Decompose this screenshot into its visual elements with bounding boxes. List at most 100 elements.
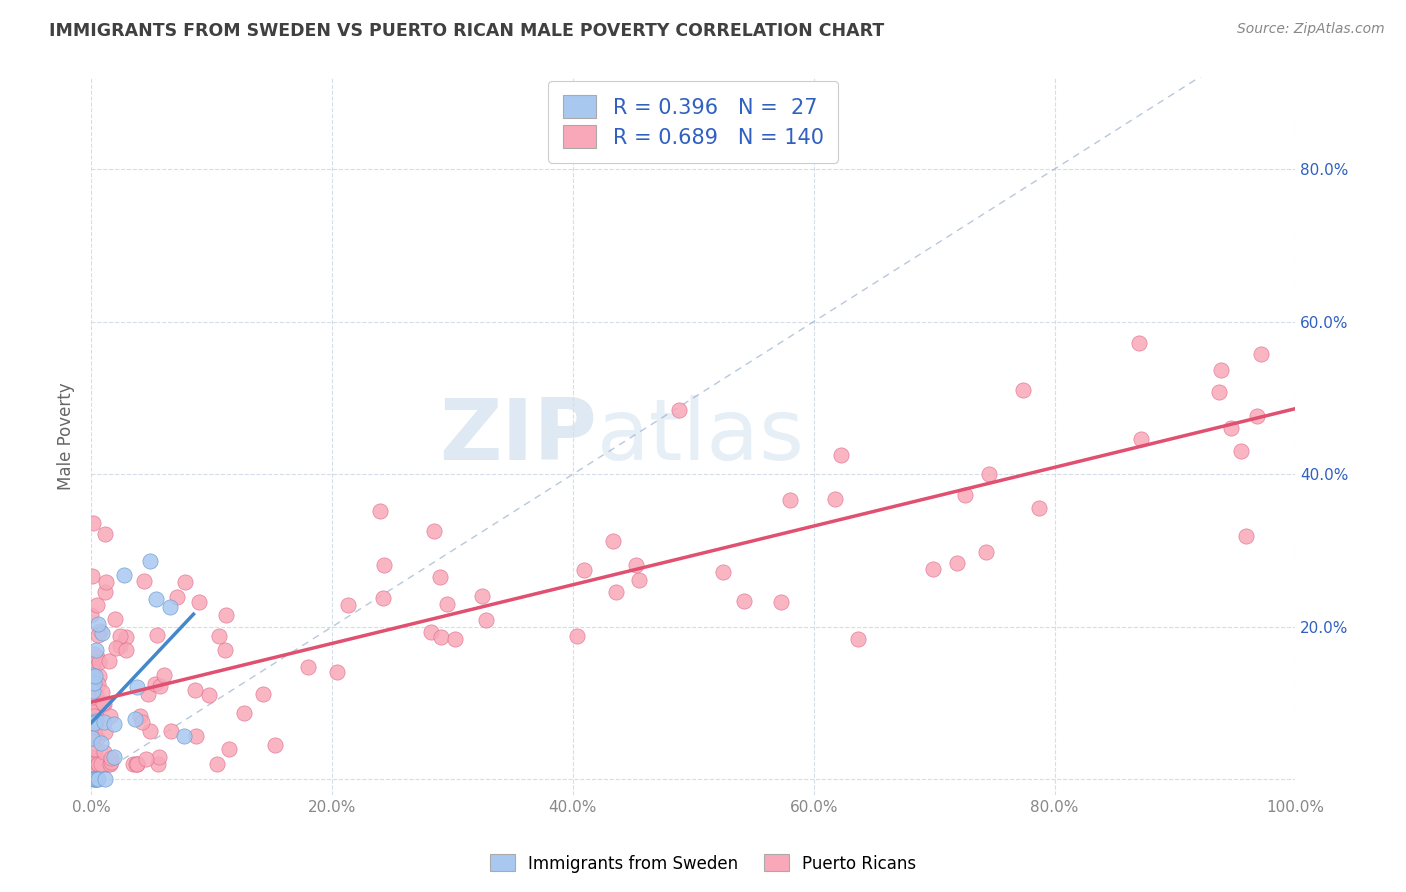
Point: [711, 565, 734, 579]
Point: [263, 738, 285, 752]
Point: [83, 714, 105, 729]
Point: [371, 591, 394, 606]
Point: [93, 757, 115, 772]
Text: IMMIGRANTS FROM SWEDEN VS PUERTO RICAN MALE POVERTY CORRELATION CHART: IMMIGRANTS FROM SWEDEN VS PUERTO RICAN M…: [49, 22, 884, 40]
Point: [1230, 443, 1253, 458]
Point: [94, 772, 117, 787]
Point: [146, 757, 169, 772]
Point: [83, 724, 105, 739]
Point: [214, 643, 236, 657]
Point: [115, 630, 138, 644]
Point: [1220, 421, 1243, 435]
Point: [139, 724, 162, 739]
Point: [572, 563, 595, 577]
Point: [1208, 384, 1230, 399]
Point: [83, 709, 105, 723]
Point: [104, 641, 127, 656]
Point: [87, 757, 110, 772]
Point: [97, 757, 120, 772]
Point: [97, 654, 120, 668]
Point: [89, 624, 111, 638]
Point: [208, 629, 231, 643]
Point: [82, 568, 104, 582]
Point: [1234, 529, 1257, 543]
Point: [974, 545, 997, 559]
Point: [1250, 347, 1272, 361]
Point: [84, 714, 107, 728]
Point: [84, 772, 107, 787]
Point: [423, 524, 446, 538]
Point: [80, 731, 103, 745]
Point: [82, 657, 104, 671]
Point: [733, 593, 755, 607]
Point: [1130, 432, 1153, 446]
Point: [198, 688, 221, 702]
Y-axis label: Male Poverty: Male Poverty: [58, 383, 75, 490]
Point: [83, 772, 105, 787]
Point: [86, 598, 108, 612]
Point: [80, 755, 103, 769]
Point: [80, 749, 103, 764]
Point: [628, 573, 651, 587]
Point: [98, 757, 121, 772]
Point: [83, 716, 105, 731]
Point: [91, 625, 114, 640]
Point: [98, 709, 121, 723]
Point: [770, 594, 793, 608]
Point: [86, 617, 108, 632]
Point: [82, 706, 104, 720]
Point: [82, 671, 104, 685]
Legend: R = 0.396   N =  27, R = 0.689   N = 140: R = 0.396 N = 27, R = 0.689 N = 140: [548, 80, 838, 162]
Point: [373, 558, 395, 573]
Point: [1209, 363, 1232, 377]
Point: [94, 757, 117, 772]
Point: [84, 716, 107, 731]
Point: [100, 751, 122, 765]
Point: [1012, 383, 1035, 397]
Point: [83, 647, 105, 661]
Point: [174, 574, 197, 589]
Point: [83, 719, 105, 733]
Point: [134, 574, 156, 589]
Point: [143, 677, 166, 691]
Point: [84, 642, 107, 657]
Point: [90, 735, 112, 749]
Point: [86, 749, 108, 764]
Point: [84, 688, 107, 702]
Point: [82, 658, 104, 673]
Point: [103, 749, 125, 764]
Point: [218, 742, 240, 756]
Point: [668, 403, 690, 417]
Point: [112, 568, 135, 582]
Point: [82, 684, 104, 698]
Point: [91, 696, 114, 710]
Text: ZIP: ZIP: [439, 394, 598, 477]
Point: [93, 585, 115, 599]
Point: [124, 712, 146, 726]
Point: [1028, 500, 1050, 515]
Point: [93, 745, 115, 759]
Point: [233, 706, 256, 720]
Point: [80, 668, 103, 682]
Point: [83, 720, 105, 734]
Point: [436, 597, 458, 611]
Point: [122, 757, 145, 772]
Point: [146, 628, 169, 642]
Point: [82, 686, 104, 700]
Point: [186, 730, 208, 744]
Point: [429, 569, 451, 583]
Point: [160, 724, 183, 739]
Point: [166, 590, 188, 604]
Point: [90, 757, 112, 772]
Point: [1246, 409, 1268, 423]
Point: [131, 715, 153, 730]
Point: [955, 488, 977, 502]
Point: [82, 709, 104, 723]
Point: [946, 556, 969, 570]
Point: [94, 725, 117, 739]
Point: [80, 704, 103, 718]
Point: [82, 516, 104, 530]
Point: [80, 607, 103, 622]
Point: [602, 533, 624, 548]
Point: [136, 687, 159, 701]
